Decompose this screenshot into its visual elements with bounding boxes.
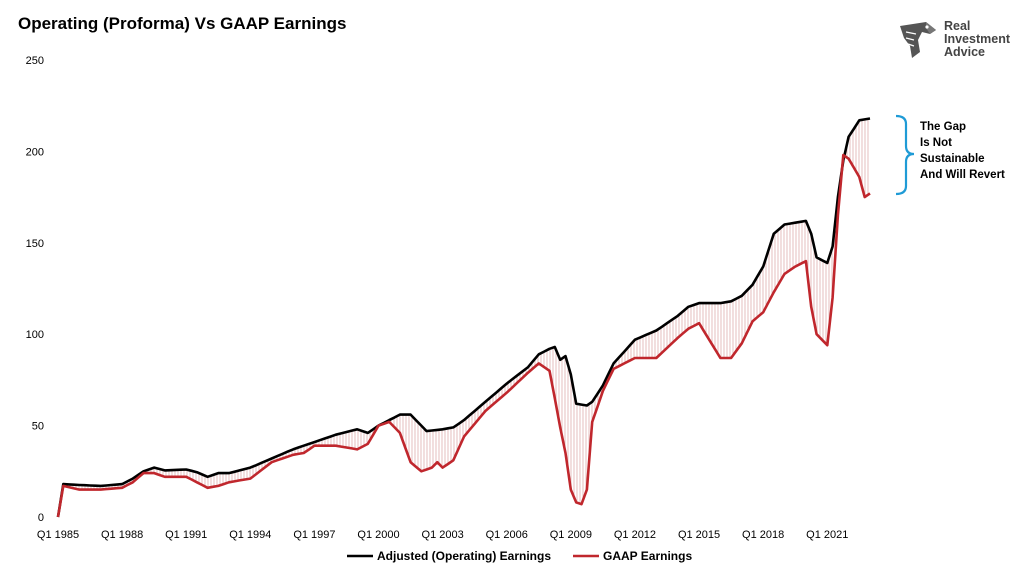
logo-line-2: Investment <box>944 32 1010 46</box>
eagle-head-icon <box>900 22 936 58</box>
legend: Adjusted (Operating) Earnings GAAP Earnin… <box>347 549 692 563</box>
x-tick-label: Q1 2009 <box>550 529 592 541</box>
y-tick-label: 50 <box>32 421 44 433</box>
legend-label-operating: Adjusted (Operating) Earnings <box>377 549 551 563</box>
x-tick-label: Q1 2000 <box>357 529 399 541</box>
x-tick-label: Q1 1991 <box>165 529 207 541</box>
y-tick-label: 250 <box>26 55 44 67</box>
series-lines <box>56 117 871 518</box>
y-tick-label: 100 <box>26 329 44 341</box>
chart-title: Operating (Proforma) Vs GAAP Earnings <box>18 14 347 33</box>
x-tick-label: Q1 2015 <box>678 529 720 541</box>
legend-label-gaap: GAAP Earnings <box>603 549 692 563</box>
x-tick-label: Q1 2006 <box>486 529 528 541</box>
logo-text: Real Investment Advice <box>944 20 1010 59</box>
annotation-line-1: The Gap <box>920 121 966 133</box>
operating-earnings-line <box>56 117 871 518</box>
annotation-line-4: And Will Revert <box>920 169 1005 181</box>
annotation-line-2: Is Not <box>920 137 952 149</box>
annotation-bracket <box>895 114 915 196</box>
logo-line-1: Real <box>944 19 971 33</box>
x-tick-label: Q1 1985 <box>37 529 79 541</box>
logo: Real Investment Advice <box>896 18 1016 62</box>
x-tick-label: Q1 2021 <box>806 529 848 541</box>
logo-line-3: Advice <box>944 45 985 59</box>
y-tick-label: 0 <box>38 512 44 524</box>
y-tick-label: 200 <box>26 146 44 158</box>
axes: 0 50 100 150 200 250 Q1 1985 Q1 1988 Q1 1991 Q1 1… <box>26 55 849 541</box>
x-tick-label: Q1 1994 <box>229 529 271 541</box>
gap-fill <box>58 118 870 517</box>
gap-annotation: The Gap Is Not Sustainable And Will Reve… <box>895 114 1005 196</box>
gaap-earnings-line <box>56 153 871 518</box>
x-tick-label: Q1 2003 <box>422 529 464 541</box>
x-tick-label: Q1 1997 <box>293 529 335 541</box>
earnings-gap-area <box>58 118 870 517</box>
x-tick-label: Q1 2018 <box>742 529 784 541</box>
annotation-line-3: Sustainable <box>920 153 985 165</box>
y-tick-label: 150 <box>26 238 44 250</box>
x-tick-label: Q1 2012 <box>614 529 656 541</box>
x-tick-label: Q1 1988 <box>101 529 143 541</box>
